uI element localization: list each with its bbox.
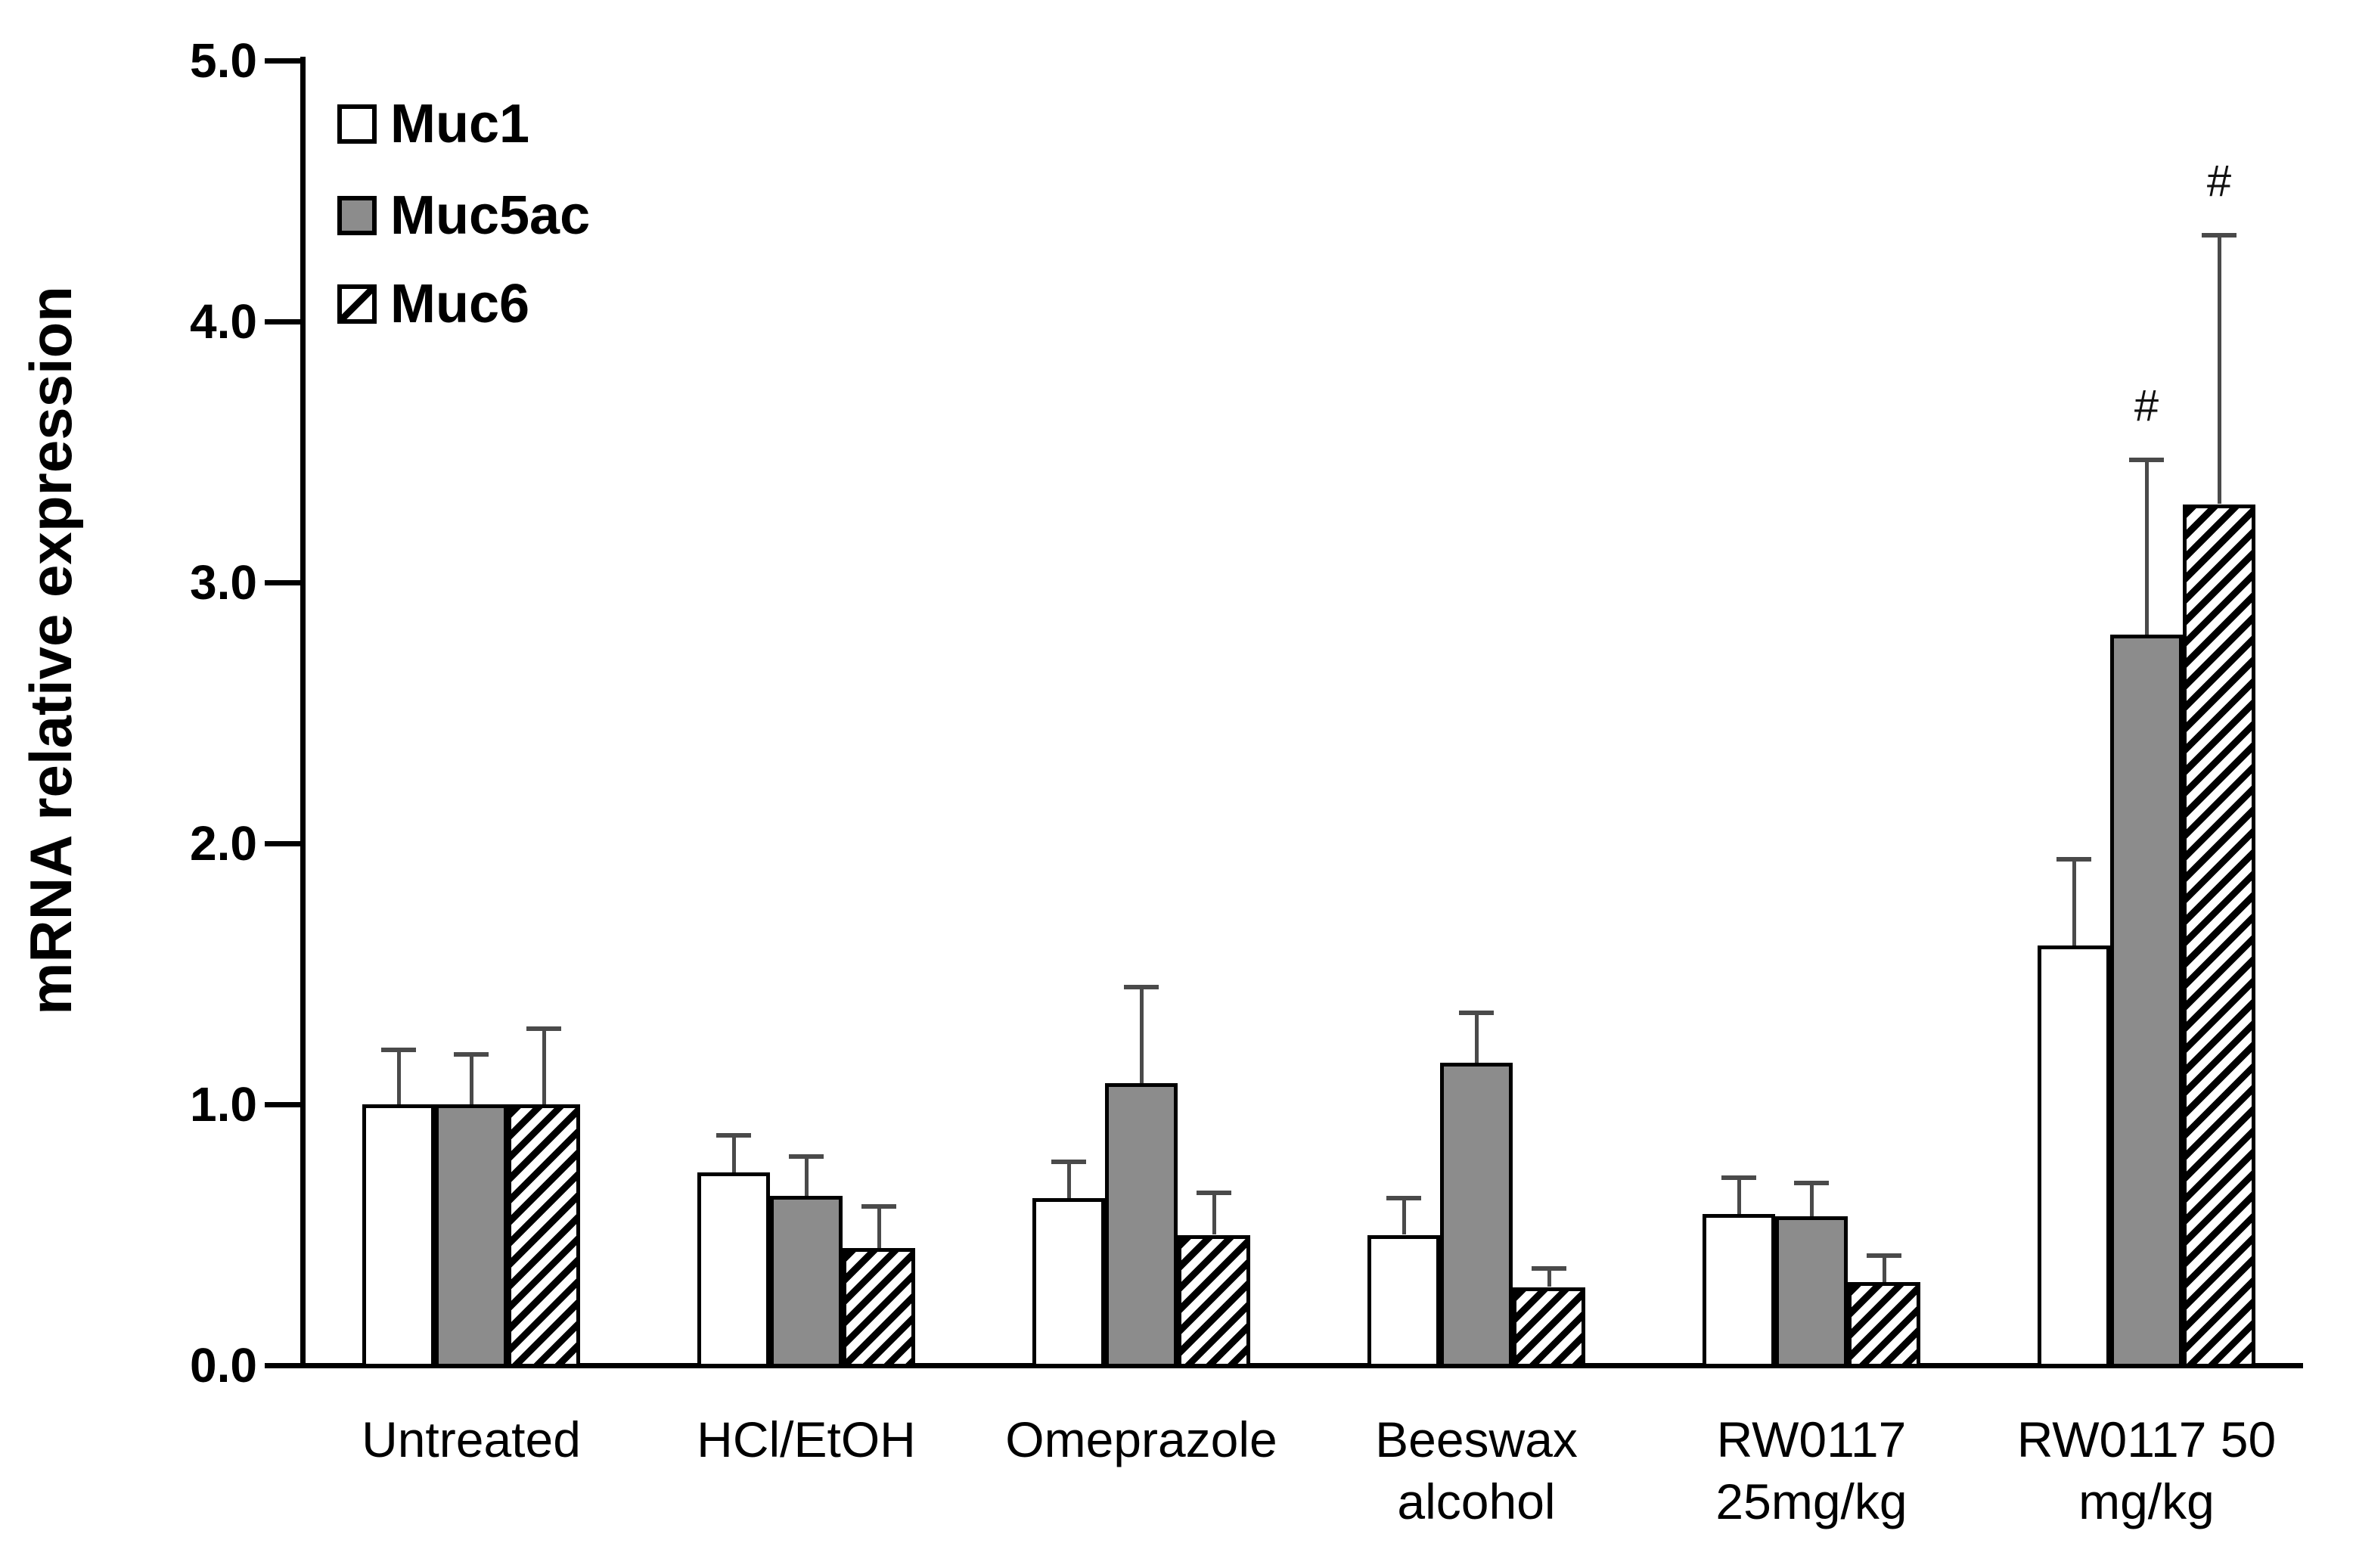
error-bar-muc6-3 [1547,1268,1551,1287]
y-tick-mark-0.0 [265,1363,303,1368]
y-tick-mark-3.0 [265,580,303,585]
bar-muc6-5 [2183,504,2255,1368]
error-bar-muc5ac-4 [1810,1182,1814,1217]
error-bar-muc1-5 [2072,859,2076,945]
x-category-label-1: HCl/EtOH [697,1411,916,1467]
error-cap-muc5ac-4 [1794,1180,1829,1185]
error-bar-muc1-0 [397,1049,401,1104]
y-tick-mark-1.0 [265,1102,303,1107]
significance-mark-muc6-5: # [2206,157,2232,206]
y-tick-label-0.0: 0.0 [190,1338,257,1393]
bar-muc6-1 [843,1247,915,1368]
bar-muc1-2 [1032,1198,1105,1368]
error-cap-muc1-1 [716,1133,751,1138]
x-category-label-0: Untreated [362,1411,581,1467]
error-bar-muc1-3 [1402,1198,1406,1235]
error-bar-muc6-2 [1212,1193,1216,1235]
legend-marker-muc1-icon [337,104,377,144]
error-cap-muc6-1 [861,1203,896,1209]
bar-muc5ac-1 [770,1195,843,1368]
error-cap-muc6-4 [1867,1253,1901,1259]
error-bar-muc6-0 [542,1028,546,1104]
bar-muc5ac-4 [1775,1216,1848,1368]
x-category-label-4: RW0117 25mg/kg [1715,1411,1907,1529]
error-cap-muc1-3 [1386,1196,1421,1201]
error-cap-muc6-3 [1532,1266,1566,1271]
bar-muc6-3 [1513,1287,1585,1368]
error-cap-muc5ac-1 [789,1154,824,1159]
error-bar-muc6-5 [2218,235,2221,505]
error-bar-muc5ac-5 [2145,459,2149,635]
error-cap-muc5ac-2 [1124,984,1159,989]
error-cap-muc1-2 [1051,1159,1086,1164]
error-bar-muc1-4 [1737,1177,1741,1214]
bar-muc1-1 [697,1172,770,1368]
y-axis-title: mRNA relative expression [17,286,84,1015]
error-cap-muc1-0 [381,1047,416,1052]
legend-marker-muc6-icon [337,284,377,324]
legend-entry-muc5ac: Muc5ac [337,185,591,246]
error-bar-muc5ac-3 [1475,1013,1479,1063]
error-bar-muc5ac-1 [805,1157,809,1196]
bar-muc5ac-2 [1105,1083,1178,1368]
legend-label-muc6: Muc6 [390,274,530,334]
error-cap-muc5ac-5 [2129,457,2164,462]
bar-muc1-0 [362,1104,435,1368]
error-bar-muc5ac-2 [1140,986,1144,1084]
y-tick-label-4.0: 4.0 [190,294,257,349]
y-tick-mark-2.0 [265,841,303,846]
x-axis-line [300,1363,2303,1368]
x-category-label-2: Omeprazole [1005,1411,1277,1467]
error-cap-muc1-4 [1721,1175,1756,1180]
y-tick-mark-4.0 [265,319,303,324]
bar-muc5ac-0 [435,1104,508,1368]
significance-mark-muc5ac-5: # [2134,380,2159,430]
y-tick-mark-5.0 [265,58,303,64]
x-category-label-3: Beeswax alcohol [1375,1411,1578,1529]
legend-marker-muc5ac-icon [337,196,377,235]
bar-muc1-4 [1703,1213,1775,1368]
y-tick-label-5.0: 5.0 [190,33,257,88]
y-axis-line [300,57,306,1368]
bar-muc1-3 [1367,1234,1440,1368]
error-bar-muc1-2 [1067,1161,1071,1199]
error-cap-muc6-2 [1197,1191,1231,1196]
error-cap-muc5ac-3 [1459,1011,1494,1016]
error-bar-muc6-1 [877,1206,881,1248]
bar-muc6-0 [508,1104,580,1368]
legend-entry-muc6: Muc6 [337,274,530,334]
bar-muc5ac-3 [1440,1062,1513,1368]
error-bar-muc5ac-0 [470,1054,473,1104]
y-tick-label-3.0: 3.0 [190,555,257,610]
x-category-label-5: RW0117 50 mg/kg [2016,1411,2277,1529]
error-cap-muc6-0 [526,1026,561,1031]
error-cap-muc1-5 [2056,856,2091,862]
legend-label-muc1: Muc1 [390,94,530,154]
bar-muc5ac-5 [2110,635,2183,1368]
error-bar-muc6-4 [1883,1256,1886,1282]
bar-muc6-2 [1178,1234,1250,1368]
legend-label-muc5ac: Muc5ac [390,185,591,246]
error-cap-muc5ac-0 [454,1052,489,1057]
y-tick-label-1.0: 1.0 [190,1077,257,1132]
legend-entry-muc1: Muc1 [337,94,530,154]
bar-muc1-5 [2038,945,2110,1368]
error-bar-muc1-1 [732,1135,736,1172]
y-tick-label-2.0: 2.0 [190,816,257,871]
error-cap-muc6-5 [2202,233,2236,238]
bar-muc6-4 [1848,1281,1920,1368]
